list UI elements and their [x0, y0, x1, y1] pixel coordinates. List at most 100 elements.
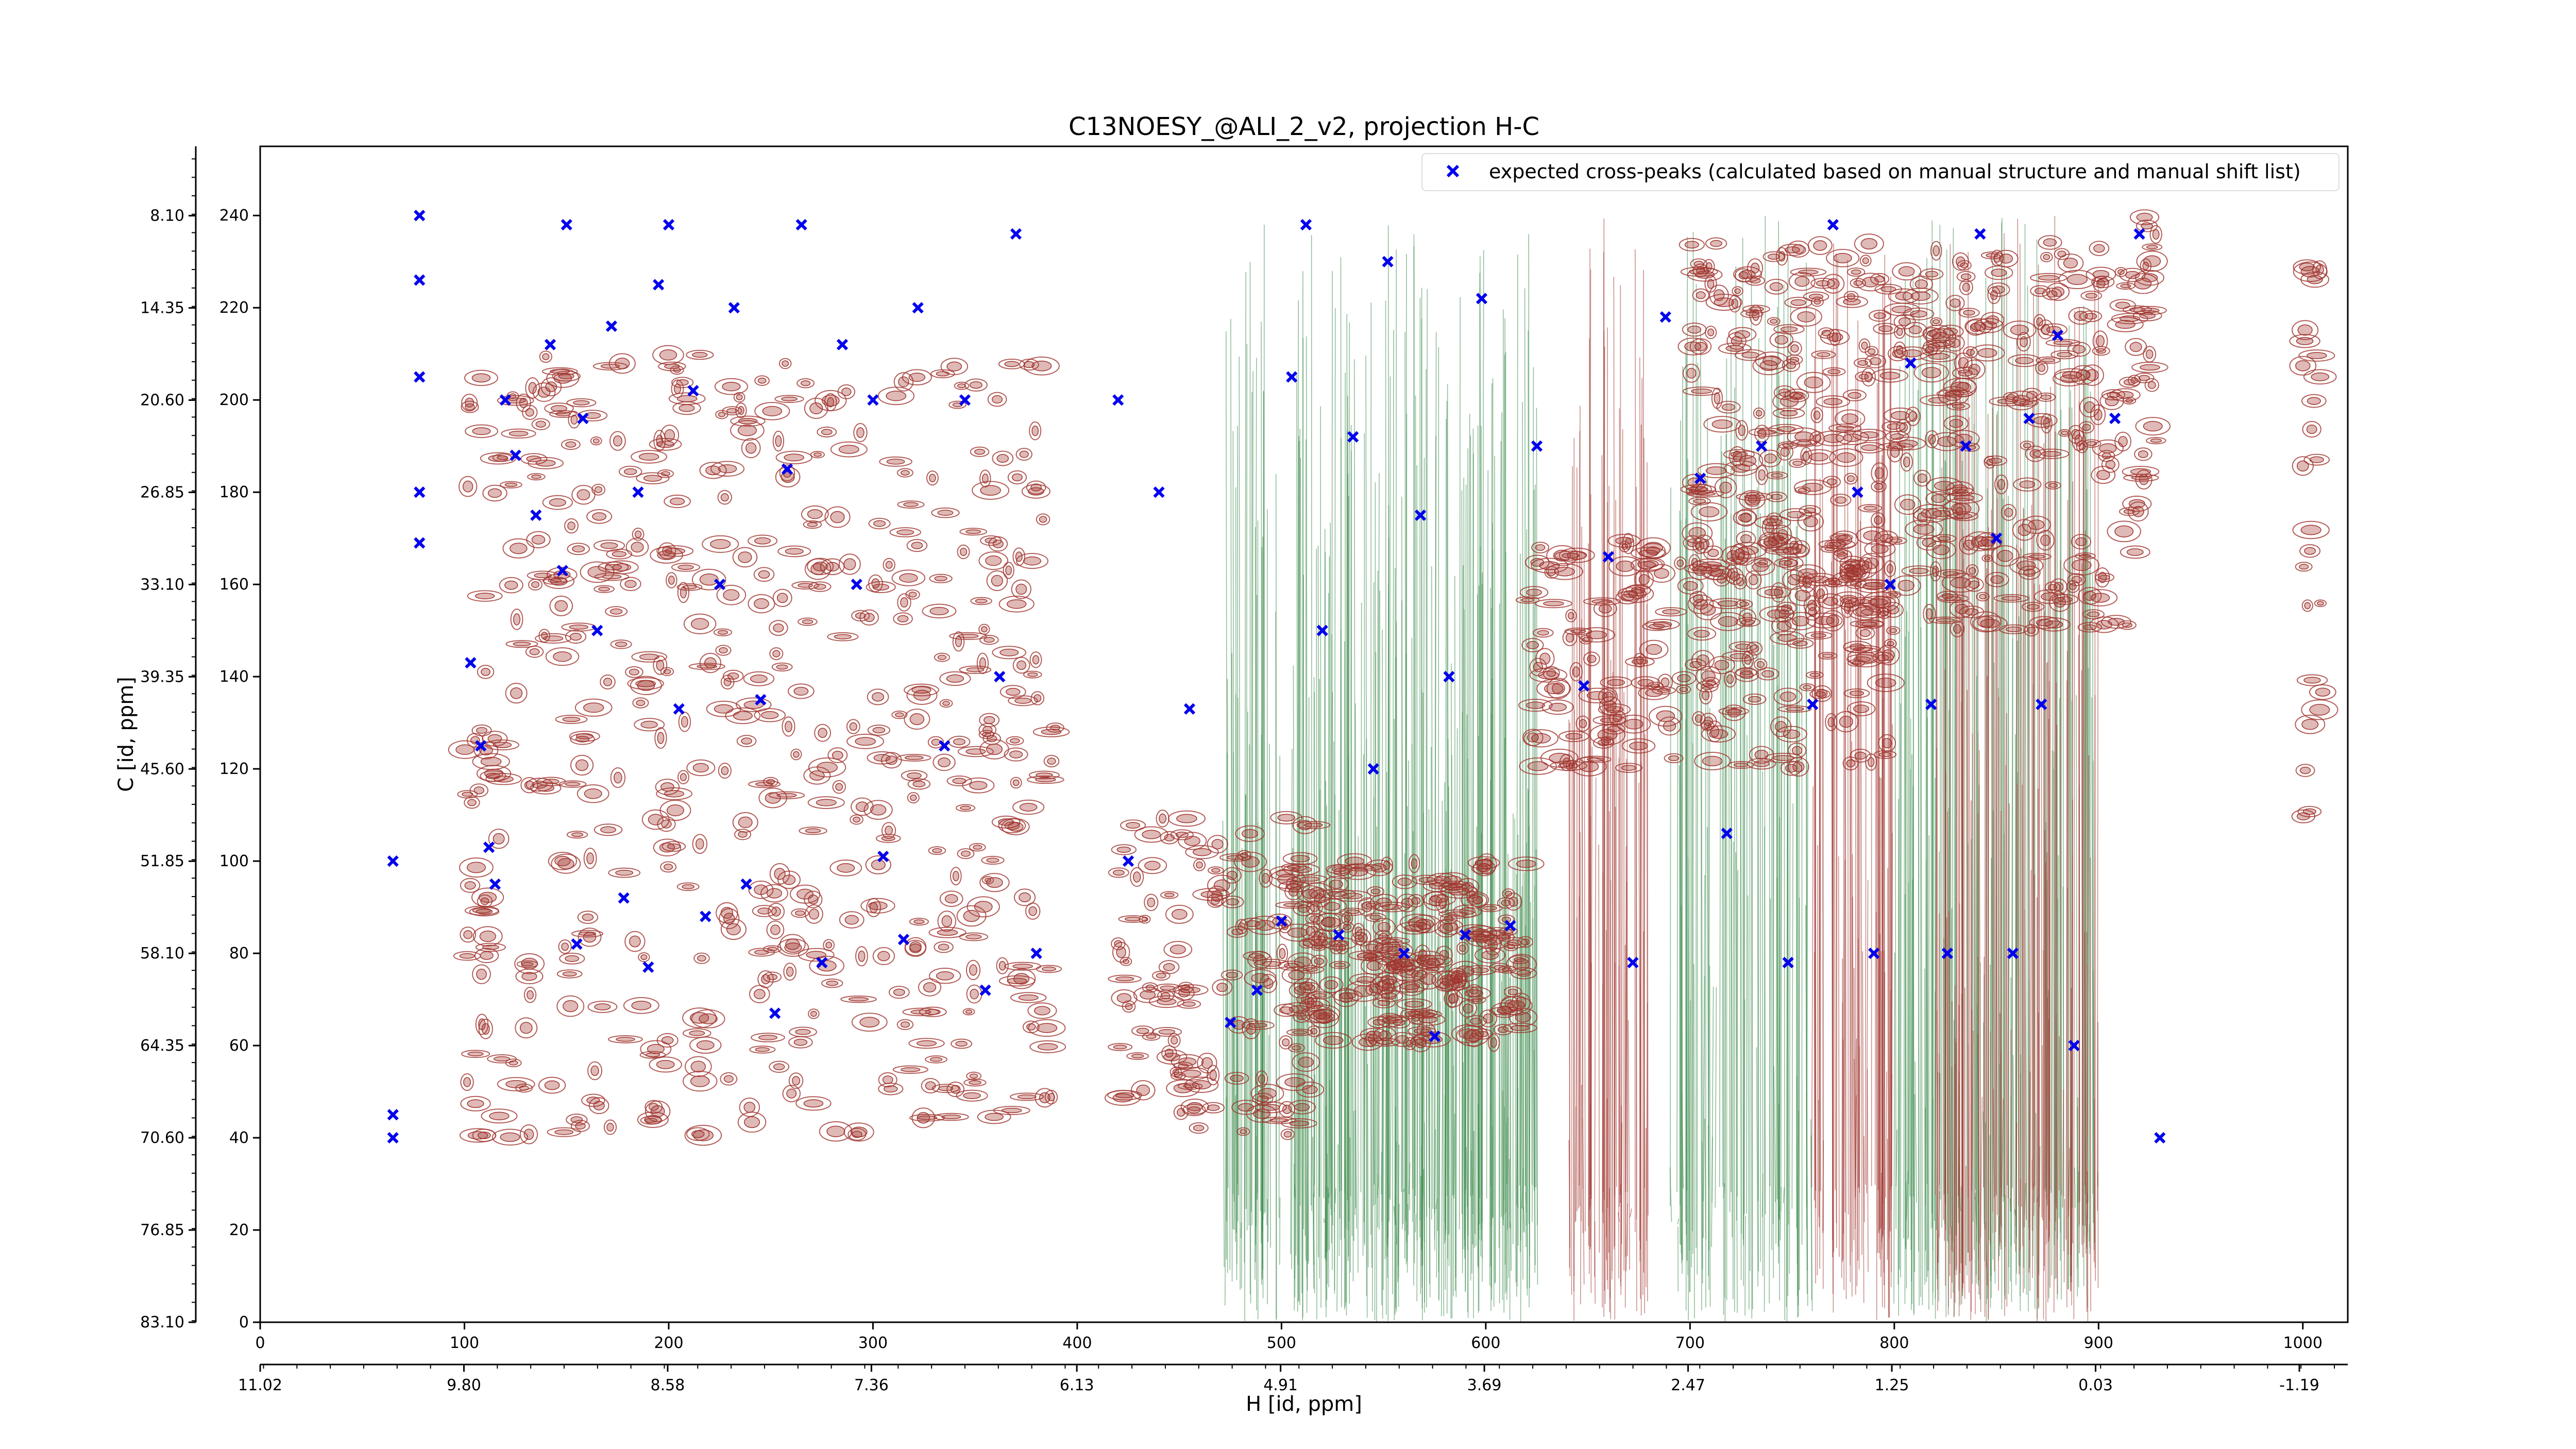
contour-streak [1925, 1108, 1927, 1282]
contour-peak-inner [1357, 976, 1375, 984]
contour-peak-inner [1182, 1001, 1196, 1007]
contour-peak [803, 766, 831, 785]
contour-peak [1508, 856, 1545, 871]
contour-streak [1581, 618, 1584, 1189]
contour-peak [658, 361, 686, 372]
contour-peak-inner [1861, 444, 1878, 451]
contour-peak [465, 424, 499, 439]
contour-peak [976, 652, 989, 675]
contour-peak-inner [666, 804, 684, 817]
contour-peak-inner [855, 612, 866, 619]
contour-peak-inner [793, 751, 800, 758]
contour-peak [981, 876, 994, 885]
contour-peak-inner [912, 781, 926, 787]
contour-peak-inner [2072, 345, 2086, 354]
contour-peak-inner [782, 360, 789, 367]
contour-peak-inner [776, 793, 797, 798]
contour-peak-inner [1526, 641, 1539, 649]
contour-peak-inner [795, 1029, 811, 1035]
contour-peak [1027, 1002, 1057, 1019]
contour-peak-inner [1629, 742, 1648, 750]
contour-peak-inner [853, 816, 861, 823]
contour-peak-inner [1787, 511, 1805, 518]
contour-peak [548, 852, 578, 870]
contour-peak-inner [1157, 998, 1177, 1005]
contour-streak [1843, 860, 1845, 1234]
contour-peak [1744, 570, 1762, 589]
contour-peak [1389, 954, 1406, 972]
contour-peak [790, 748, 802, 761]
contour-peak [1364, 953, 1377, 962]
contour-peak-inner [903, 502, 919, 507]
contour-peak [809, 955, 844, 976]
contour-peak-inner [1921, 367, 1941, 378]
y-index-tick-label: 200 [219, 391, 249, 409]
contour-peak-inner [1958, 369, 1973, 377]
contour-peak [956, 1089, 988, 1102]
contour-peak [478, 1018, 493, 1039]
contour-peak-inner [1028, 906, 1037, 916]
contour-peak-inner [1980, 618, 2000, 629]
contour-peak [1378, 974, 1395, 996]
contour-peak [970, 446, 990, 457]
contour-peak-inner [941, 1115, 961, 1119]
contour-peak [1438, 882, 1467, 894]
contour-peak-inner [510, 543, 528, 554]
contour-peak [519, 1124, 538, 1144]
contour-peak-inner [980, 485, 1001, 496]
contour-peak [946, 1082, 965, 1098]
contour-peak-inner [1868, 348, 1876, 355]
contour-peak-inner [1854, 751, 1867, 760]
contour-peak-inner [554, 1129, 574, 1135]
contour-peak [555, 715, 588, 724]
contour-peak-inner [614, 771, 622, 784]
contour-peak-inner [1701, 670, 1716, 682]
contour-streak [1991, 509, 1993, 1212]
contour-peak-inner [727, 672, 739, 680]
contour-peak-inner [1748, 696, 1761, 703]
contour-peak [1246, 1104, 1278, 1123]
contour-peak [564, 518, 579, 534]
contour-peak-inner [969, 1080, 981, 1085]
contour-peak [803, 520, 822, 529]
contour-peak-inner [1897, 580, 1914, 592]
contour-peak-inner [616, 1037, 635, 1042]
contour-streak [1728, 580, 1731, 1212]
contour-peak-inner [2139, 364, 2160, 371]
contour-peak-inner [699, 573, 719, 586]
contour-peak-inner [814, 452, 822, 457]
contour-peak [1437, 919, 1464, 935]
contour-peak [1427, 872, 1458, 887]
contour-peak [1030, 691, 1045, 705]
contour-peak-inner [929, 606, 949, 615]
contour-peak-inner [1997, 479, 2006, 490]
contour-peak-inner [1810, 576, 1829, 583]
contour-peak-inner [624, 580, 637, 588]
contour-peak [722, 669, 744, 683]
contour-peak-inner [1827, 717, 1835, 728]
contour-peak [657, 816, 676, 832]
contour-peak [1003, 562, 1014, 579]
contour-peak [1435, 978, 1454, 992]
contour-streak [1499, 441, 1502, 1304]
contour-peak [868, 574, 883, 593]
contour-peak-inner [562, 716, 581, 722]
contour-peak-inner [1769, 515, 1778, 524]
contour-peak-inner [569, 624, 588, 630]
contour-streak [1382, 1002, 1385, 1290]
contour-streak [1345, 430, 1348, 1228]
contour-streak [1958, 300, 1961, 1317]
contour-streak [2024, 596, 2026, 1227]
y-index-tick-label: 160 [219, 576, 249, 594]
contour-peak-inner [1209, 1069, 1217, 1081]
contour-peak [1201, 1102, 1225, 1114]
contour-streak [1609, 1188, 1612, 1319]
contour-peak-inner [1691, 389, 1713, 394]
contour-peak [732, 812, 758, 833]
contour-peak [879, 456, 912, 467]
contour-peak-inner [1125, 1003, 1133, 1010]
contour-peak-inner [754, 598, 769, 610]
contour-peak-inner [1863, 530, 1882, 541]
contour-peak-inner [1370, 888, 1381, 895]
contour-peak [754, 402, 790, 420]
